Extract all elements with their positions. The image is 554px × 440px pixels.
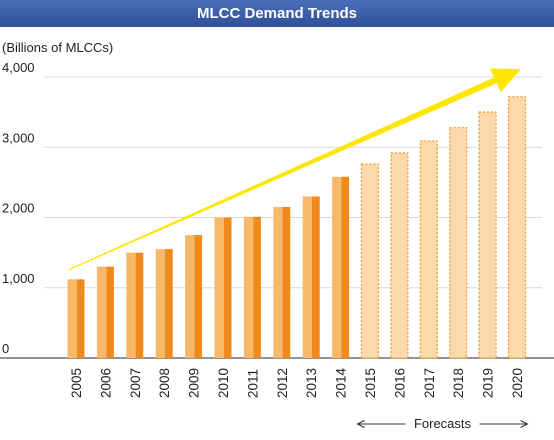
bar — [273, 206, 291, 358]
forecast-bar — [419, 140, 438, 359]
y-tick-label: 1,000 — [2, 271, 35, 286]
forecast-bar — [507, 96, 527, 359]
x-tick-label: 2013 — [304, 368, 319, 398]
x-tick-label: 2010 — [216, 368, 231, 398]
y-tick-label: 0 — [2, 341, 9, 356]
bar — [185, 235, 203, 358]
forecast-bar — [360, 163, 380, 359]
forecast-arrowhead-left — [356, 420, 365, 428]
forecast-bar — [449, 126, 468, 359]
bar — [302, 196, 320, 358]
bar — [126, 252, 144, 358]
x-tick-label: 2007 — [128, 368, 143, 398]
chart-title: MLCC Demand Trends — [0, 0, 554, 27]
x-tick-label: 2018 — [451, 368, 466, 398]
forecast-label: Forecasts — [414, 416, 472, 431]
bar — [214, 217, 232, 358]
x-tick-label: 2005 — [69, 368, 84, 398]
x-tick-label: 2016 — [392, 368, 407, 398]
x-tick-label: 2006 — [98, 368, 113, 398]
trend-arrow — [67, 68, 522, 271]
bar — [96, 266, 114, 358]
x-tick-label: 2008 — [157, 368, 172, 398]
x-tick-label: 2019 — [481, 368, 496, 398]
y-tick-label: 2,000 — [2, 201, 35, 216]
forecast-arrowhead-right — [520, 420, 529, 428]
x-tick-label: 2014 — [334, 367, 349, 398]
x-tick-label: 2020 — [510, 368, 525, 398]
x-tick-label: 2012 — [275, 368, 290, 398]
y-tick-label: 4,000 — [2, 60, 35, 75]
bar — [67, 279, 85, 358]
bar — [332, 176, 350, 358]
x-tick-label: 2011 — [245, 369, 260, 398]
x-tick-label: 2009 — [187, 368, 202, 398]
bar — [243, 216, 261, 358]
forecast-bar — [478, 111, 497, 359]
bar — [155, 249, 173, 358]
y-axis-unit-label: (Billions of MLCCs) — [2, 40, 113, 55]
forecast-bar — [390, 152, 409, 359]
x-tick-label: 2015 — [363, 368, 378, 398]
y-tick-label: 3,000 — [2, 130, 35, 145]
x-tick-label: 2017 — [422, 368, 437, 398]
